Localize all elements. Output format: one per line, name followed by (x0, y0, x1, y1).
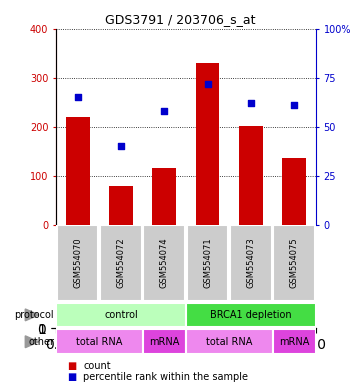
Text: count: count (83, 361, 111, 371)
Text: GSM554074: GSM554074 (160, 238, 169, 288)
Polygon shape (25, 336, 39, 348)
Text: GSM554072: GSM554072 (117, 238, 125, 288)
Text: GSM554075: GSM554075 (290, 238, 299, 288)
Bar (282, 157, 306, 225)
Bar (109, 187, 133, 225)
Text: other: other (28, 337, 54, 347)
Text: ■: ■ (67, 361, 76, 371)
FancyBboxPatch shape (57, 225, 99, 301)
Text: mRNA: mRNA (149, 337, 179, 347)
Text: GDS3791 / 203706_s_at: GDS3791 / 203706_s_at (105, 13, 256, 26)
FancyBboxPatch shape (143, 225, 185, 301)
Point (75, 94, 81, 101)
Text: mRNA: mRNA (279, 337, 309, 347)
Point (248, 100, 254, 106)
Text: ■: ■ (67, 372, 76, 382)
FancyBboxPatch shape (230, 225, 272, 301)
Text: GSM554071: GSM554071 (203, 238, 212, 288)
FancyBboxPatch shape (273, 225, 315, 301)
Text: control: control (104, 310, 138, 320)
FancyBboxPatch shape (143, 329, 186, 354)
Point (291, 102, 297, 108)
FancyBboxPatch shape (186, 303, 316, 327)
Polygon shape (25, 309, 39, 321)
FancyBboxPatch shape (187, 225, 229, 301)
FancyBboxPatch shape (100, 225, 142, 301)
Bar (152, 168, 176, 225)
Text: total RNA: total RNA (76, 337, 122, 347)
Text: total RNA: total RNA (206, 337, 252, 347)
Bar (239, 126, 263, 225)
Text: percentile rank within the sample: percentile rank within the sample (83, 372, 248, 382)
Text: GSM554070: GSM554070 (73, 238, 82, 288)
Point (205, 81, 210, 87)
FancyBboxPatch shape (56, 303, 186, 327)
Bar (66, 117, 90, 225)
Text: protocol: protocol (14, 310, 54, 320)
Point (118, 143, 124, 149)
Bar (196, 63, 219, 225)
Text: GSM554073: GSM554073 (247, 238, 255, 288)
Point (161, 108, 167, 114)
FancyBboxPatch shape (273, 329, 316, 354)
Text: BRCA1 depletion: BRCA1 depletion (210, 310, 292, 320)
FancyBboxPatch shape (56, 329, 143, 354)
FancyBboxPatch shape (186, 329, 273, 354)
